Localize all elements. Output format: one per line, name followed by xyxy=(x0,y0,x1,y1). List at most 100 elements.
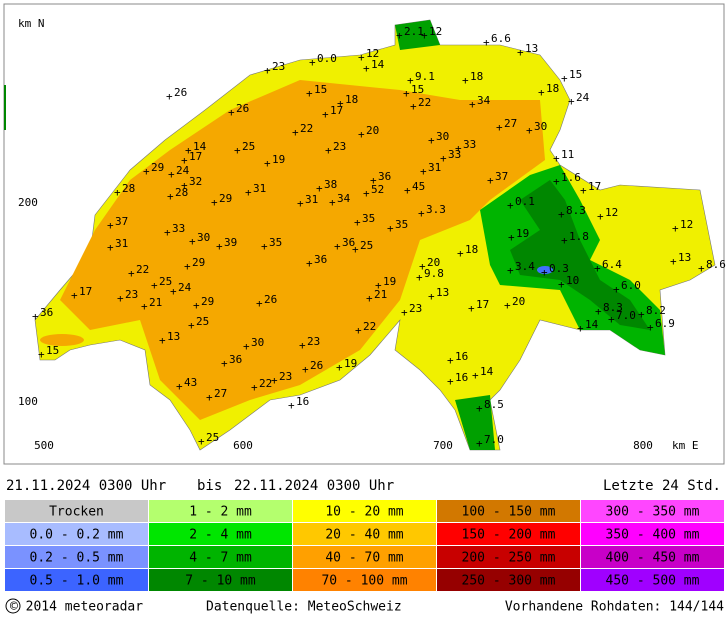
station-marker: + xyxy=(404,184,411,197)
station-value: 20 xyxy=(427,256,440,269)
station-value: 36 xyxy=(378,170,391,183)
station-value: 6.6 xyxy=(491,32,511,45)
station-value: 17 xyxy=(588,180,601,193)
station-value: 18 xyxy=(546,82,559,95)
station-value: 17 xyxy=(330,104,343,117)
station-marker: + xyxy=(370,174,377,187)
station-marker: + xyxy=(166,90,173,103)
station-value: 19 xyxy=(516,227,529,240)
legend-label: 4 - 7 mm xyxy=(189,551,252,566)
station-marker: + xyxy=(354,216,361,229)
region-green-north xyxy=(395,20,440,50)
station-marker: + xyxy=(329,196,336,209)
station-marker: + xyxy=(698,262,705,275)
station-marker: + xyxy=(419,260,426,273)
station-marker: + xyxy=(299,339,306,352)
station-marker: + xyxy=(541,266,548,279)
station-marker: + xyxy=(38,348,45,361)
region-darkgreen xyxy=(510,180,650,330)
station-marker: + xyxy=(198,435,205,448)
station-value: 25 xyxy=(159,275,172,288)
station-marker: + xyxy=(472,369,479,382)
period-separator: bis xyxy=(197,478,222,494)
station-value: 35 xyxy=(269,236,282,249)
station-marker: + xyxy=(672,222,679,235)
station-marker: + xyxy=(407,74,414,87)
stations: +2.1+ 12+ 6.6+ 13+ 12+ 0.0+ 23 +14+ 9.1 +18 +15+ 26… xyxy=(32,25,726,450)
station-marker: + xyxy=(292,126,299,139)
legend-swatch xyxy=(293,569,436,591)
station-value: 25 xyxy=(242,140,255,153)
station-marker: + xyxy=(597,210,604,223)
station-value: 25 xyxy=(360,239,373,252)
station-value: 31 xyxy=(253,182,266,195)
station-marker: + xyxy=(159,334,166,347)
station-value: 19 xyxy=(272,153,285,166)
station-marker: + xyxy=(71,289,78,302)
station-value: 19 xyxy=(383,275,396,288)
legend-swatch xyxy=(293,546,436,568)
legend-swatch xyxy=(149,523,292,545)
station-value: 8.3 xyxy=(566,204,586,217)
station-marker: + xyxy=(261,240,268,253)
station-value: 12 xyxy=(429,25,442,38)
station-marker: + xyxy=(418,207,425,220)
legend-label: 20 - 40 mm xyxy=(325,528,403,543)
station-marker: + xyxy=(462,74,469,87)
station-value: 13 xyxy=(678,251,691,264)
station-value: 19 xyxy=(344,357,357,370)
station-value: 29 xyxy=(192,256,205,269)
x-tick-label: 500 xyxy=(34,439,54,452)
station-marker: + xyxy=(504,299,511,312)
station-marker: + xyxy=(221,357,228,370)
station-value: 24 xyxy=(576,91,590,104)
station-marker: + xyxy=(538,86,545,99)
legend-label: 350 - 400 mm xyxy=(606,528,700,543)
station-marker: + xyxy=(336,361,343,374)
station-value: 34 xyxy=(477,94,491,107)
period-from: 21.11.2024 0300 Uhr xyxy=(6,478,166,494)
station-value: 33 xyxy=(172,222,185,235)
station-marker: + xyxy=(613,283,620,296)
station-value: 29 xyxy=(219,192,232,205)
station-value: 8.5 xyxy=(484,398,504,411)
station-marker: + xyxy=(568,95,575,108)
edge-mark xyxy=(4,85,6,130)
legend-label: 40 - 70 mm xyxy=(325,551,403,566)
map-shapes xyxy=(4,19,716,451)
station-value: 18 xyxy=(345,93,358,106)
station-value: 22 xyxy=(136,263,149,276)
station-marker: + xyxy=(211,196,218,209)
station-value: 10 xyxy=(566,274,579,287)
station-marker: + xyxy=(469,98,476,111)
station-marker: + xyxy=(468,302,475,315)
legend-label: 100 - 150 mm xyxy=(462,505,556,520)
station-marker: + xyxy=(271,374,278,387)
station-marker: + xyxy=(164,226,171,239)
source: Datenquelle: MeteoSchweiz xyxy=(206,600,402,615)
station-marker: + xyxy=(216,240,223,253)
legend-swatch xyxy=(581,569,724,591)
station-marker: + xyxy=(337,97,344,110)
station-value: 33 xyxy=(463,138,476,151)
x-tick-label: 700 xyxy=(433,439,453,452)
station-value: 38 xyxy=(324,178,337,191)
station-value: 25 xyxy=(206,431,219,444)
station-value: 17 xyxy=(79,285,92,298)
station-value: 23 xyxy=(409,302,422,315)
station-value: 9.1 xyxy=(415,70,435,83)
station-marker: + xyxy=(302,363,309,376)
station-marker: + xyxy=(670,255,677,268)
station-marker: + xyxy=(577,322,584,335)
station-marker: + xyxy=(306,87,313,100)
station-value: 36 xyxy=(342,236,355,249)
station-marker: + xyxy=(363,62,370,75)
station-marker: + xyxy=(352,243,359,256)
legend-label: 200 - 250 mm xyxy=(462,551,556,566)
station-value: 45 xyxy=(412,180,425,193)
legend-swatch xyxy=(437,500,580,522)
station-value: 27 xyxy=(214,387,227,400)
station-value: 25 xyxy=(196,315,209,328)
station-value: 22 xyxy=(300,122,313,135)
station-value: 6.4 xyxy=(602,258,622,271)
